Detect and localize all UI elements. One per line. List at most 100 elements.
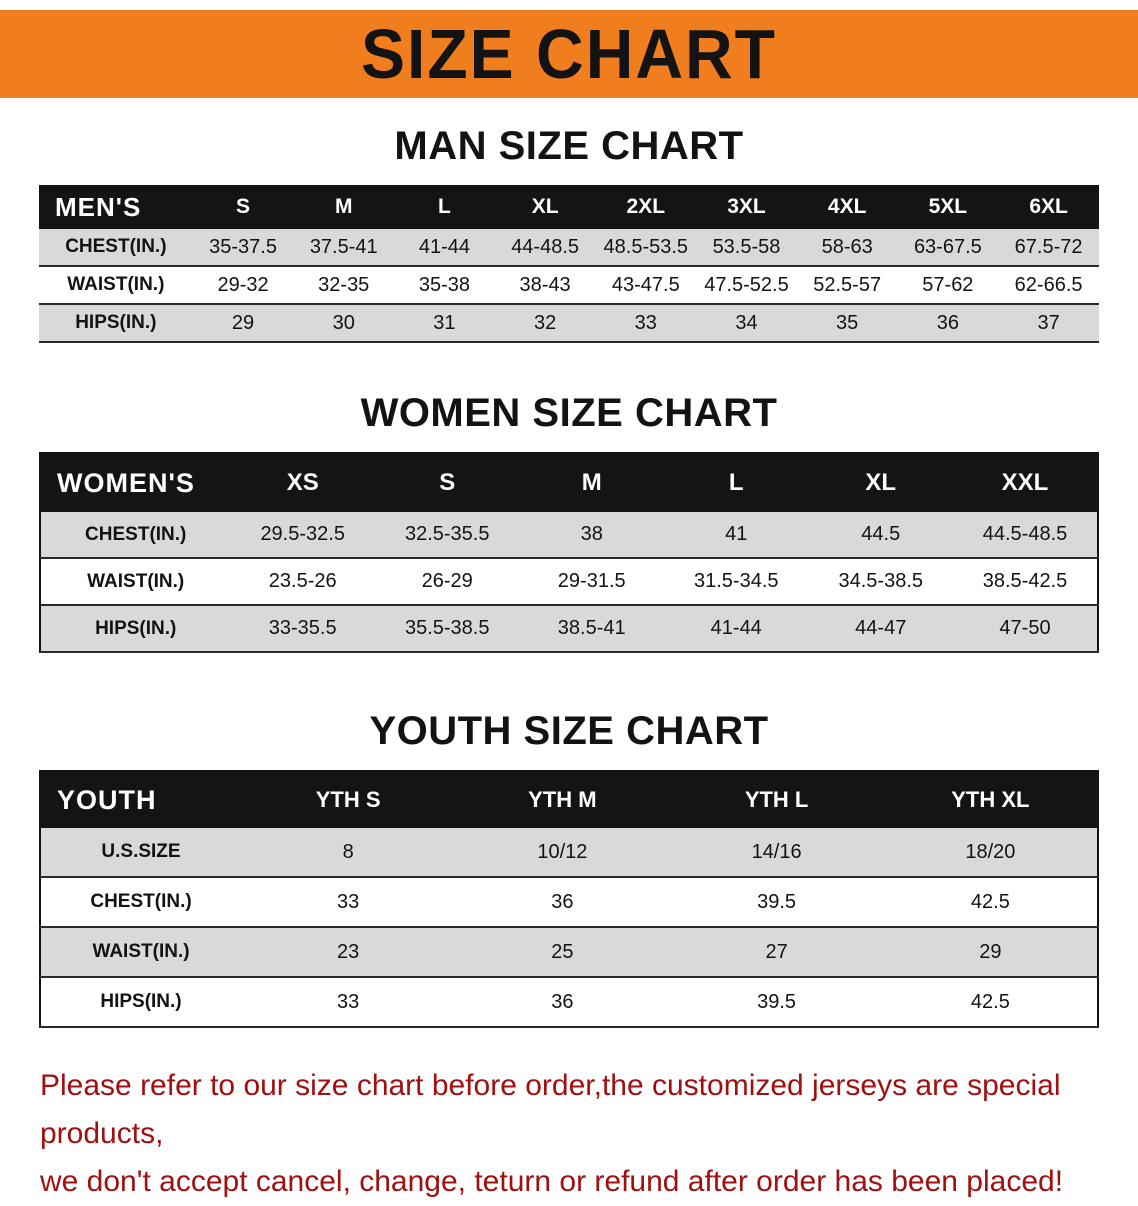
- disclaimer-line-1: Please refer to our size chart before or…: [40, 1069, 1061, 1150]
- header-cell: YTH L: [669, 771, 884, 828]
- value-cell: 67.5-72: [998, 229, 1099, 267]
- header-cell: M: [519, 453, 664, 512]
- header-cell: XXL: [953, 453, 1098, 512]
- table-header-row: MEN'S S M L XL 2XL 3XL 4XL 5XL 6XL: [39, 185, 1099, 229]
- value-cell: 27: [669, 927, 884, 978]
- row-label: HIPS(IN.): [39, 304, 193, 343]
- header-cell: 6XL: [998, 185, 1099, 229]
- disclaimer-line-2: we don't accept cancel, change, teturn o…: [40, 1165, 1064, 1198]
- row-label: CHEST(IN.): [40, 877, 242, 928]
- value-cell: 10/12: [455, 828, 670, 878]
- header-cell: XL: [494, 185, 596, 229]
- youth-size-table: YOUTH YTH S YTH M YTH L YTH XL U.S.SIZE …: [39, 770, 1099, 1028]
- value-cell: 26-29: [374, 558, 520, 606]
- youth-section: YOUTH SIZE CHART YOUTH YTH S YTH M YTH L…: [0, 709, 1138, 1028]
- header-cell: L: [394, 185, 495, 229]
- value-cell: 8: [241, 828, 456, 878]
- women-size-table: WOMEN'S XS S M L XL XXL CHEST(IN.) 29.5-…: [39, 452, 1099, 653]
- table-row: CHEST(IN.) 33 36 39.5 42.5: [40, 877, 1098, 928]
- value-cell: 35.5-38.5: [374, 605, 520, 653]
- row-label: CHEST(IN.): [40, 512, 231, 559]
- value-cell: 44.5-48.5: [953, 512, 1098, 559]
- header-cell: 3XL: [696, 185, 797, 229]
- value-cell: 35: [796, 304, 898, 343]
- value-cell: 36: [455, 977, 670, 1028]
- value-cell: 32: [494, 304, 596, 343]
- value-cell: 29: [883, 927, 1098, 978]
- value-cell: 37.5-41: [293, 229, 395, 267]
- value-cell: 58-63: [796, 229, 898, 267]
- table-row: WAIST(IN.) 23 25 27 29: [40, 927, 1098, 978]
- value-cell: 18/20: [883, 828, 1098, 878]
- value-cell: 42.5: [883, 877, 1098, 928]
- youth-section-heading: YOUTH SIZE CHART: [369, 709, 769, 753]
- header-cell: YTH M: [455, 771, 670, 828]
- value-cell: 38: [519, 512, 664, 559]
- value-cell: 44-47: [808, 605, 954, 653]
- value-cell: 31: [394, 304, 495, 343]
- header-cell: L: [663, 453, 809, 512]
- header-cell: XS: [230, 453, 375, 512]
- value-cell: 31.5-34.5: [663, 558, 809, 606]
- table-row: HIPS(IN.) 29 30 31 32 33 34 35 36 37: [39, 304, 1099, 343]
- value-cell: 37: [998, 304, 1099, 343]
- value-cell: 38.5-42.5: [953, 558, 1098, 606]
- header-cell: S: [192, 185, 294, 229]
- value-cell: 42.5: [883, 977, 1098, 1028]
- header-cell: YTH XL: [883, 771, 1098, 828]
- row-label: U.S.SIZE: [40, 828, 242, 878]
- table-title-cell: YOUTH: [40, 771, 242, 828]
- row-label: HIPS(IN.): [40, 977, 242, 1028]
- table-header-row: YOUTH YTH S YTH M YTH L YTH XL: [40, 771, 1098, 828]
- value-cell: 43-47.5: [595, 266, 697, 305]
- value-cell: 48.5-53.5: [595, 229, 697, 267]
- value-cell: 53.5-58: [696, 229, 797, 267]
- value-cell: 23.5-26: [230, 558, 375, 606]
- row-label: WAIST(IN.): [39, 266, 193, 305]
- value-cell: 36: [897, 304, 999, 343]
- page-title: SIZE CHART: [361, 15, 777, 93]
- women-section-heading: WOMEN SIZE CHART: [360, 391, 778, 435]
- disclaimer-text: Please refer to our size chart before or…: [40, 1062, 1138, 1206]
- value-cell: 29: [192, 304, 294, 343]
- value-cell: 47.5-52.5: [696, 266, 797, 305]
- header-cell: 4XL: [796, 185, 898, 229]
- value-cell: 33: [241, 877, 456, 928]
- value-cell: 35-37.5: [192, 229, 294, 267]
- table-row: HIPS(IN.) 33-35.5 35.5-38.5 38.5-41 41-4…: [40, 605, 1098, 653]
- value-cell: 25: [455, 927, 670, 978]
- header-cell: M: [293, 185, 395, 229]
- row-label: HIPS(IN.): [40, 605, 231, 653]
- header-cell: YTH S: [241, 771, 456, 828]
- header-cell: S: [374, 453, 520, 512]
- value-cell: 23: [241, 927, 456, 978]
- value-cell: 34.5-38.5: [808, 558, 954, 606]
- value-cell: 38-43: [494, 266, 596, 305]
- value-cell: 47-50: [953, 605, 1098, 653]
- table-row: WAIST(IN.) 23.5-26 26-29 29-31.5 31.5-34…: [40, 558, 1098, 606]
- value-cell: 52.5-57: [796, 266, 898, 305]
- value-cell: 44-48.5: [494, 229, 596, 267]
- row-label: CHEST(IN.): [39, 229, 193, 267]
- header-cell: 5XL: [897, 185, 999, 229]
- value-cell: 63-67.5: [897, 229, 999, 267]
- value-cell: 29-32: [192, 266, 294, 305]
- value-cell: 35-38: [394, 266, 495, 305]
- men-section: MAN SIZE CHART MEN'S S M L XL 2XL 3XL 4X…: [0, 124, 1138, 343]
- table-row: CHEST(IN.) 29.5-32.5 32.5-35.5 38 41 44.…: [40, 512, 1098, 559]
- value-cell: 29-31.5: [519, 558, 664, 606]
- value-cell: 32-35: [293, 266, 395, 305]
- table-title-cell: WOMEN'S: [40, 453, 231, 512]
- value-cell: 36: [455, 877, 670, 928]
- value-cell: 32.5-35.5: [374, 512, 520, 559]
- row-label: WAIST(IN.): [40, 927, 242, 978]
- value-cell: 57-62: [897, 266, 999, 305]
- women-section: WOMEN SIZE CHART WOMEN'S XS S M L XL XXL: [0, 391, 1138, 653]
- value-cell: 39.5: [669, 977, 884, 1028]
- men-section-heading: MAN SIZE CHART: [394, 124, 744, 168]
- table-row: HIPS(IN.) 33 36 39.5 42.5: [40, 977, 1098, 1028]
- value-cell: 14/16: [669, 828, 884, 878]
- value-cell: 33: [595, 304, 697, 343]
- banner: SIZE CHART: [0, 10, 1138, 98]
- value-cell: 29.5-32.5: [230, 512, 375, 559]
